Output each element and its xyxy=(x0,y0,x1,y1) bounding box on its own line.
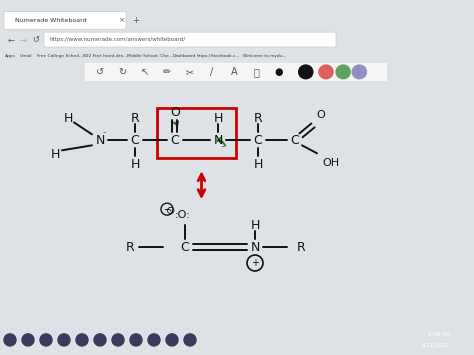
Text: R: R xyxy=(254,112,263,125)
Text: ⊙: ⊙ xyxy=(166,206,176,216)
Text: −: − xyxy=(164,204,171,214)
Text: O: O xyxy=(317,110,325,120)
Text: ··: ·· xyxy=(221,144,225,150)
Circle shape xyxy=(76,334,88,346)
Text: ↺: ↺ xyxy=(96,67,105,77)
Text: H: H xyxy=(250,219,260,231)
Text: ↻: ↻ xyxy=(118,67,127,77)
Text: →: → xyxy=(20,36,27,45)
Text: ●: ● xyxy=(274,67,283,77)
Text: R: R xyxy=(126,241,134,253)
Text: O: O xyxy=(170,106,180,119)
Text: Welcome to mydu...: Welcome to mydu... xyxy=(243,54,286,58)
Bar xyxy=(157,108,236,158)
Text: ✏: ✏ xyxy=(163,67,171,77)
Text: :O:: :O: xyxy=(175,210,191,220)
Text: +: + xyxy=(251,258,259,268)
Text: N: N xyxy=(213,134,223,147)
Text: Numerade Whiteboard: Numerade Whiteboard xyxy=(15,18,87,23)
Circle shape xyxy=(130,334,142,346)
Text: ⬜: ⬜ xyxy=(253,67,259,77)
Text: ←: ← xyxy=(8,36,15,45)
Text: C: C xyxy=(181,241,190,253)
Text: ✂: ✂ xyxy=(185,67,193,77)
Text: Apps: Apps xyxy=(5,54,16,58)
Text: H: H xyxy=(130,158,140,171)
Text: +: + xyxy=(132,16,139,25)
FancyArrowPatch shape xyxy=(198,174,205,196)
Text: Dashboard: Dashboard xyxy=(173,54,196,58)
Text: H: H xyxy=(50,148,60,161)
Circle shape xyxy=(94,334,106,346)
Circle shape xyxy=(166,334,178,346)
Text: H: H xyxy=(253,158,263,171)
Circle shape xyxy=(184,334,196,346)
Circle shape xyxy=(58,334,70,346)
Text: C: C xyxy=(171,134,179,147)
Circle shape xyxy=(148,334,160,346)
Text: ↖: ↖ xyxy=(141,67,149,77)
Text: 802 Free hand-dra...: 802 Free hand-dra... xyxy=(83,54,127,58)
Circle shape xyxy=(352,65,366,79)
Text: N: N xyxy=(250,241,260,253)
Text: https://facebook.c...: https://facebook.c... xyxy=(197,54,240,58)
Text: ↺: ↺ xyxy=(32,36,39,45)
Text: Gmail: Gmail xyxy=(20,54,33,58)
Circle shape xyxy=(299,65,313,79)
Text: C: C xyxy=(291,134,300,147)
Text: 9:06 PM: 9:06 PM xyxy=(428,332,450,337)
Text: https://www.numerade.com/answers/whiteboard/: https://www.numerade.com/answers/whitebo… xyxy=(50,37,186,42)
Circle shape xyxy=(40,334,52,346)
Text: H: H xyxy=(213,112,223,125)
Circle shape xyxy=(336,65,350,79)
FancyBboxPatch shape xyxy=(84,62,388,82)
Circle shape xyxy=(4,334,16,346)
Circle shape xyxy=(22,334,34,346)
Circle shape xyxy=(112,334,124,346)
Text: Middle School: Che...: Middle School: Che... xyxy=(127,54,173,58)
Text: H: H xyxy=(64,112,73,125)
Text: Free College Sched...: Free College Sched... xyxy=(37,54,83,58)
Text: OH: OH xyxy=(322,158,339,168)
FancyArrowPatch shape xyxy=(173,121,178,126)
Text: R: R xyxy=(131,112,139,125)
Text: A: A xyxy=(231,67,237,77)
FancyBboxPatch shape xyxy=(4,12,126,29)
Text: C: C xyxy=(131,134,139,147)
Text: /: / xyxy=(210,67,213,77)
FancyArrowPatch shape xyxy=(218,138,225,146)
Text: 6/21/2022: 6/21/2022 xyxy=(422,343,450,348)
FancyBboxPatch shape xyxy=(44,32,336,47)
Text: ··: ·· xyxy=(103,130,107,136)
Text: C: C xyxy=(254,134,263,147)
Circle shape xyxy=(319,65,333,79)
Text: R: R xyxy=(297,241,305,253)
Text: N: N xyxy=(95,134,105,147)
Text: ×: × xyxy=(118,17,124,23)
